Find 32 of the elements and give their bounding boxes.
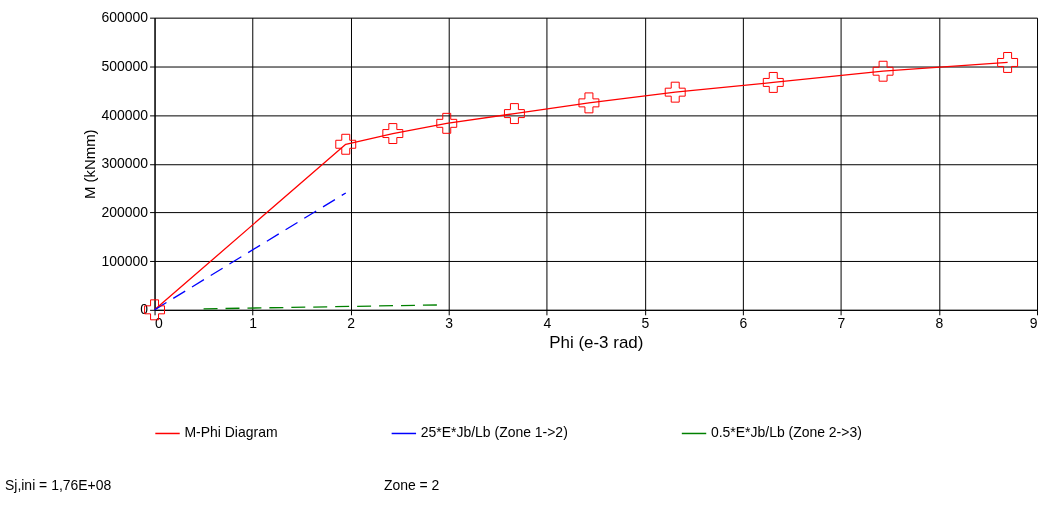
point bbox=[436, 112, 458, 134]
x-tick-label: 9 bbox=[1029, 315, 1038, 332]
x-axis-title: Phi (e-3 rad) bbox=[549, 333, 644, 353]
point bbox=[578, 92, 600, 114]
y-tick-label: 400000 bbox=[101, 106, 149, 123]
point bbox=[872, 60, 894, 82]
point bbox=[335, 133, 357, 155]
x-tick-label: 1 bbox=[249, 315, 258, 332]
x-tick-label: 0 bbox=[155, 315, 164, 332]
legend-label: 25*E*Jb/Lb (Zone 1->2) bbox=[420, 424, 568, 441]
y-tick-label: 100000 bbox=[101, 252, 149, 269]
y-tick-label: 600000 bbox=[101, 9, 149, 26]
legend-label: M-Phi Diagram bbox=[184, 424, 278, 441]
point bbox=[382, 123, 404, 145]
legend-label: 0.5*E*Jb/Lb (Zone 2->3) bbox=[710, 424, 862, 441]
y-tick-label: 200000 bbox=[101, 203, 149, 220]
x-tick-label: 6 bbox=[739, 315, 748, 332]
x-tick-label: 5 bbox=[641, 315, 650, 332]
point bbox=[664, 81, 686, 103]
x-tick-label: 7 bbox=[837, 315, 846, 332]
y-tick-label: 500000 bbox=[101, 57, 149, 74]
y-axis-title: M (kNmm) bbox=[80, 129, 98, 200]
x-tick-label: 8 bbox=[935, 315, 944, 332]
x-tick-label: 4 bbox=[543, 315, 552, 332]
x-tick-label: 3 bbox=[445, 315, 454, 332]
point bbox=[762, 71, 784, 93]
point bbox=[503, 103, 525, 125]
point bbox=[997, 51, 1019, 73]
text: Zone = 2 bbox=[383, 477, 440, 494]
y-tick-label: 300000 bbox=[101, 155, 149, 172]
text: Sj,ini = 1,76E+08 bbox=[4, 477, 112, 494]
x-tick-label: 2 bbox=[347, 315, 356, 332]
